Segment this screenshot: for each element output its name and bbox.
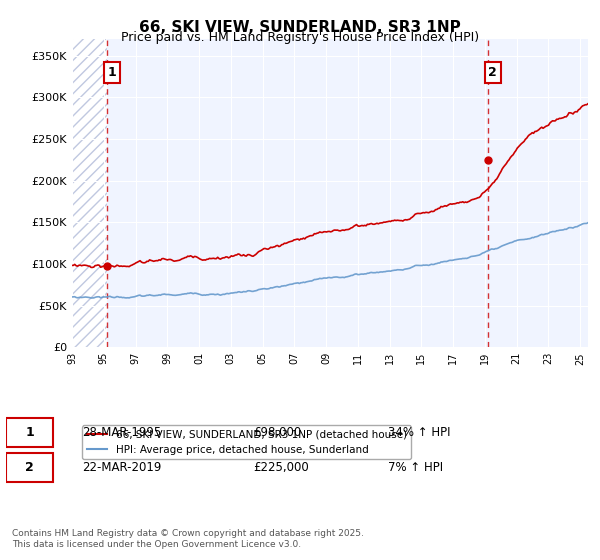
Text: 34% ↑ HPI: 34% ↑ HPI — [388, 426, 451, 438]
Text: Price paid vs. HM Land Registry's House Price Index (HPI): Price paid vs. HM Land Registry's House … — [121, 31, 479, 44]
Text: 2: 2 — [488, 66, 497, 79]
Text: 66, SKI VIEW, SUNDERLAND, SR3 1NP: 66, SKI VIEW, SUNDERLAND, SR3 1NP — [139, 20, 461, 35]
Bar — [72, 39, 107, 347]
FancyBboxPatch shape — [6, 418, 53, 446]
Text: £98,000: £98,000 — [253, 426, 301, 438]
Text: 1: 1 — [107, 66, 116, 79]
Text: 1: 1 — [25, 426, 34, 438]
Text: 28-MAR-1995: 28-MAR-1995 — [82, 426, 161, 438]
Text: £225,000: £225,000 — [253, 461, 309, 474]
Text: 7% ↑ HPI: 7% ↑ HPI — [388, 461, 443, 474]
Bar — [72, 39, 107, 347]
Text: Contains HM Land Registry data © Crown copyright and database right 2025.
This d: Contains HM Land Registry data © Crown c… — [12, 529, 364, 549]
FancyBboxPatch shape — [6, 453, 53, 482]
Text: 22-MAR-2019: 22-MAR-2019 — [82, 461, 162, 474]
Legend: 66, SKI VIEW, SUNDERLAND, SR3 1NP (detached house), HPI: Average price, detached: 66, SKI VIEW, SUNDERLAND, SR3 1NP (detac… — [82, 426, 411, 459]
Text: 2: 2 — [25, 461, 34, 474]
